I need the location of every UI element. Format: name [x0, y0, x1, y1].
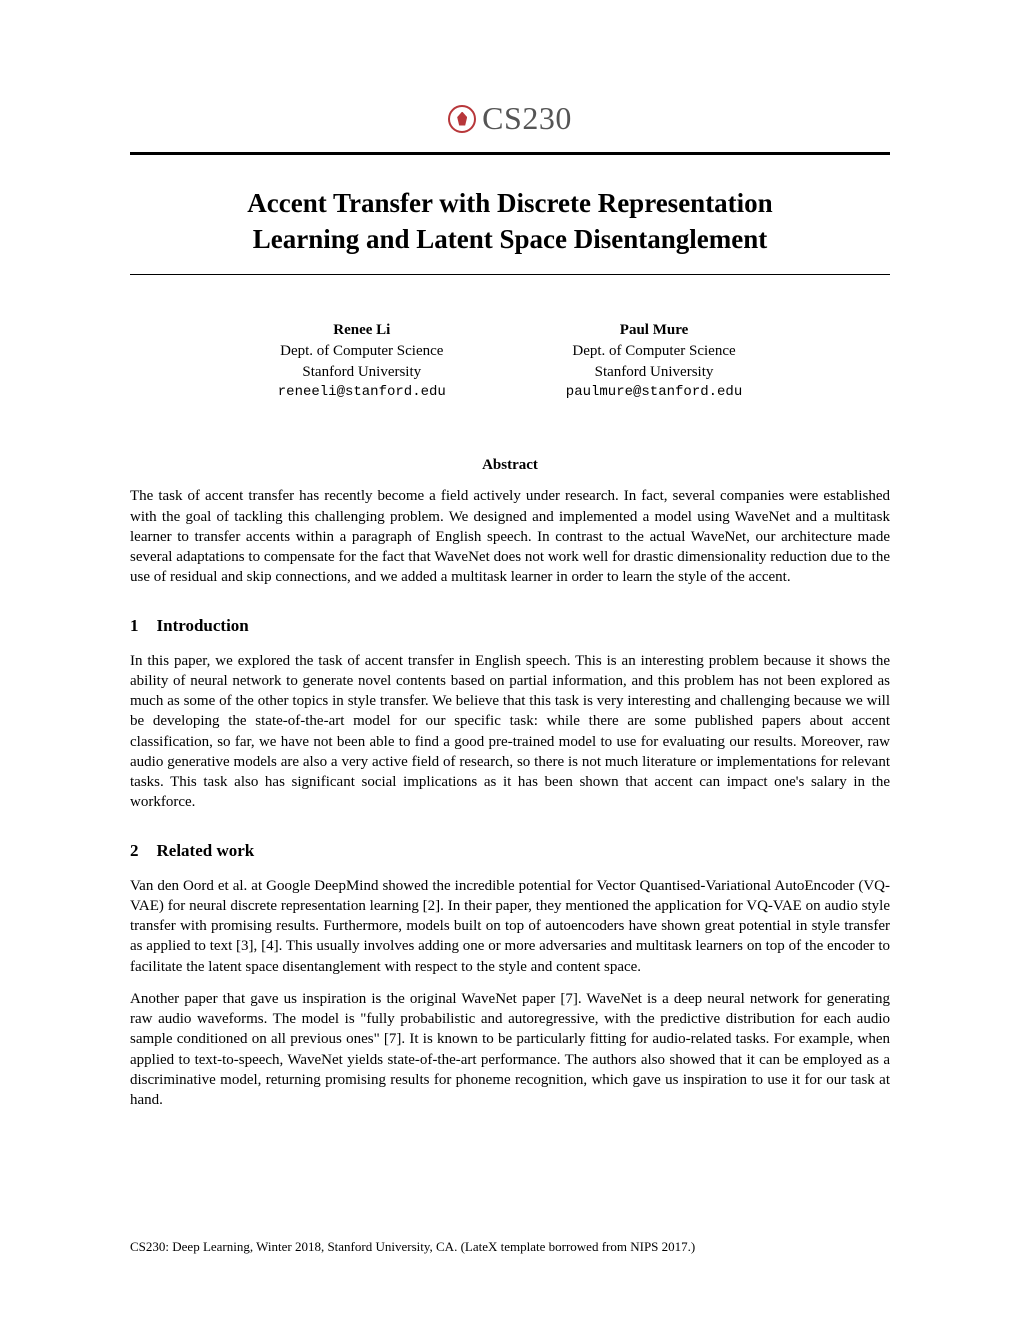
title-line-2: Learning and Latent Space Disentanglemen… [253, 224, 768, 254]
author-1-email: reneeli@stanford.edu [278, 383, 446, 403]
section-1-number: 1 [130, 616, 139, 636]
author-2-university: Stanford University [566, 362, 742, 383]
header-rule [130, 152, 890, 155]
section-2-p2: Another paper that gave us inspiration i… [130, 989, 890, 1111]
abstract-heading: Abstract [130, 457, 890, 474]
stanford-seal-icon [448, 105, 476, 133]
section-1-title: Introduction [157, 616, 249, 635]
author-1-dept: Dept. of Computer Science [278, 341, 446, 362]
section-1-p1: In this paper, we explored the task of a… [130, 651, 890, 813]
author-2-name: Paul Mure [566, 320, 742, 341]
logo-container: CS230 [448, 100, 572, 137]
authors-block: Renee Li Dept. of Computer Science Stanf… [130, 320, 890, 403]
abstract-text: The task of accent transfer has recently… [130, 486, 890, 587]
author-1-university: Stanford University [278, 362, 446, 383]
footer-text: CS230: Deep Learning, Winter 2018, Stanf… [130, 1239, 695, 1255]
author-1-name: Renee Li [278, 320, 446, 341]
header-logo-block: CS230 [130, 100, 890, 137]
section-2-title: Related work [157, 841, 255, 860]
section-2-heading: 2 Related work [130, 841, 890, 861]
author-2-dept: Dept. of Computer Science [566, 341, 742, 362]
author-2-email: paulmure@stanford.edu [566, 383, 742, 403]
title-block: Accent Transfer with Discrete Representa… [130, 185, 890, 275]
section-2-number: 2 [130, 841, 139, 861]
title-rule [130, 274, 890, 275]
section-1-heading: 1 Introduction [130, 616, 890, 636]
paper-title: Accent Transfer with Discrete Representa… [130, 185, 890, 258]
section-2-p1: Van den Oord et al. at Google DeepMind s… [130, 876, 890, 977]
author-1: Renee Li Dept. of Computer Science Stanf… [278, 320, 446, 403]
course-label: CS230 [482, 100, 572, 137]
author-2: Paul Mure Dept. of Computer Science Stan… [566, 320, 742, 403]
title-line-1: Accent Transfer with Discrete Representa… [247, 188, 772, 218]
